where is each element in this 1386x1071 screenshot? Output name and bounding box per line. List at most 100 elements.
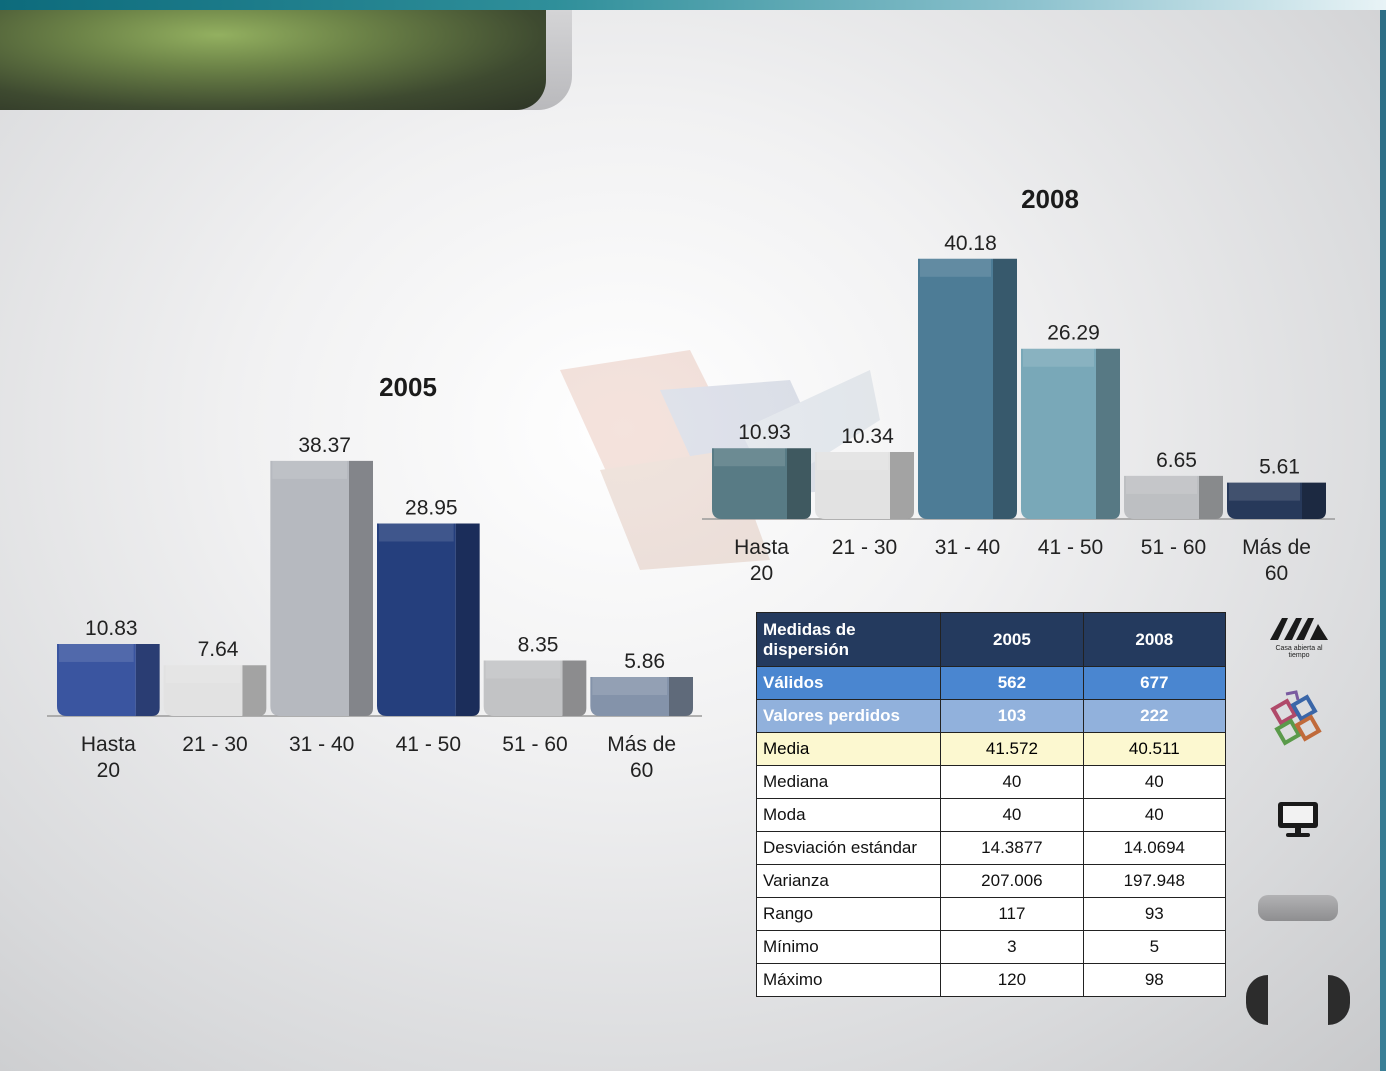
bar-highlight [1126,475,1197,494]
bar-side [135,643,160,716]
table-cell-label: Válidos [755,666,942,700]
next-slide-button[interactable] [1328,975,1350,1025]
bar [1021,348,1096,519]
table-cell: 40 [940,765,1084,799]
chart-title: 2005 [379,372,437,402]
x-tick-label-line: Más de [607,733,676,756]
table-cell-label: Máximo [755,963,942,997]
table-cell: 40 [1082,798,1227,832]
dispersion-table: Medidas de dispersión 2005 2008 Válidos … [755,612,1227,997]
table-row: Media 41.572 40.511 [755,732,1227,766]
table-cell: 98 [1082,963,1227,997]
x-tick-label: 21 - 30 [182,733,247,756]
bar-highlight [165,665,241,684]
bar-highlight [59,643,134,662]
table-cell-label: Varianza [755,864,942,898]
bar-highlight [714,448,785,467]
table-row: Desviación estándar 14.3877 14.0694 [755,831,1227,865]
table-header-cell: 2005 [940,612,1084,667]
bar [377,523,456,716]
x-tick-label: 41 - 50 [396,733,461,756]
table-row: Valores perdidos 103 222 [755,699,1227,733]
x-tick-label-line: 31 - 40 [289,733,354,756]
table-row: Mediana 40 40 [755,765,1227,799]
x-tick-label-line: 51 - 60 [1141,536,1206,559]
data-label: 10.93 [738,421,791,444]
x-tick-label: Hasta 20 [734,536,789,585]
bar-side [1096,348,1120,519]
x-tick-label-line: Hasta [81,733,136,756]
bar [270,460,349,716]
table-row: Válidos 562 677 [755,666,1227,700]
bar [163,665,243,716]
table-cell: 40.511 [1082,732,1227,766]
bar-highlight [1229,482,1300,501]
data-label: 8.35 [518,633,559,656]
x-tick-label: 51 - 60 [1141,536,1206,559]
table-cell: 3 [940,930,1084,964]
data-label: 40.18 [944,232,997,255]
x-tick-label: Más de 60 [1242,536,1311,585]
bar-group [163,665,267,716]
data-label: 5.61 [1259,456,1300,479]
previous-slide-button[interactable] [1246,975,1268,1025]
x-tick-label-line: 20 [97,759,120,782]
data-label: 28.95 [405,496,458,519]
table-row: Varianza 207.006 197.948 [755,864,1227,898]
table-cell: 41.572 [940,732,1084,766]
x-tick-label-line: Más de [1242,536,1311,559]
x-tick-label: 41 - 50 [1038,536,1103,559]
table-cell: 40 [940,798,1084,832]
bar [483,660,563,716]
bar-side [242,665,267,716]
bar-group [590,677,693,716]
table-header-cell: 2008 [1082,612,1227,667]
table-cell: 14.0694 [1082,831,1227,865]
table-cell-label: Moda [755,798,942,832]
table-row: Moda 40 40 [755,798,1227,832]
x-tick-label-line: 31 - 40 [935,536,1000,559]
bar-group [815,452,914,519]
bar-group [377,523,480,716]
table-cell-label: Desviación estándar [755,831,942,865]
data-label: 7.64 [198,638,239,661]
bar-side [562,660,587,716]
bar-side [669,677,693,716]
table-cell-label: Valores perdidos [755,699,942,733]
table-cell: 207.006 [940,864,1084,898]
table-cell: 562 [940,666,1084,700]
bar [1124,475,1199,519]
x-tick-label-line: 41 - 50 [1038,536,1103,559]
uam-logo-caption: Casa abierta al tiempo [1275,645,1323,659]
bar [1227,482,1302,519]
menu-button[interactable] [1258,895,1338,921]
uam-logo-mark [1270,618,1328,640]
table-cell: 197.948 [1082,864,1227,898]
table-cell-label: Media [755,732,942,766]
data-label: 10.34 [841,425,894,448]
bar-group [1124,475,1223,519]
table-cell-label: Rango [755,897,942,931]
bar-group [1227,482,1326,519]
bar [57,643,136,716]
table-cell: 222 [1082,699,1227,733]
right-accent-edge [1380,10,1386,1071]
bar-side [787,448,811,519]
monitor-icon[interactable] [1275,800,1321,840]
table-cell-label: Mediana [755,765,942,799]
table-cell: 14.3877 [940,831,1084,865]
bar-group [1021,348,1120,519]
uam-logo-icon[interactable]: Casa abierta al tiempo [1266,616,1332,659]
table-row: Rango 117 93 [755,897,1227,931]
x-tick-label-line: 21 - 30 [832,536,897,559]
x-tick-label: Más de 60 [607,733,676,782]
bar-side [1302,482,1326,519]
bar [815,452,890,519]
data-label: 10.83 [85,617,138,640]
x-tick-label: Hasta 20 [81,733,136,782]
bar-highlight [592,677,667,696]
bar-highlight [379,523,454,542]
x-tick-label: 21 - 30 [832,536,897,559]
puzzle-icon[interactable] [1270,690,1326,748]
